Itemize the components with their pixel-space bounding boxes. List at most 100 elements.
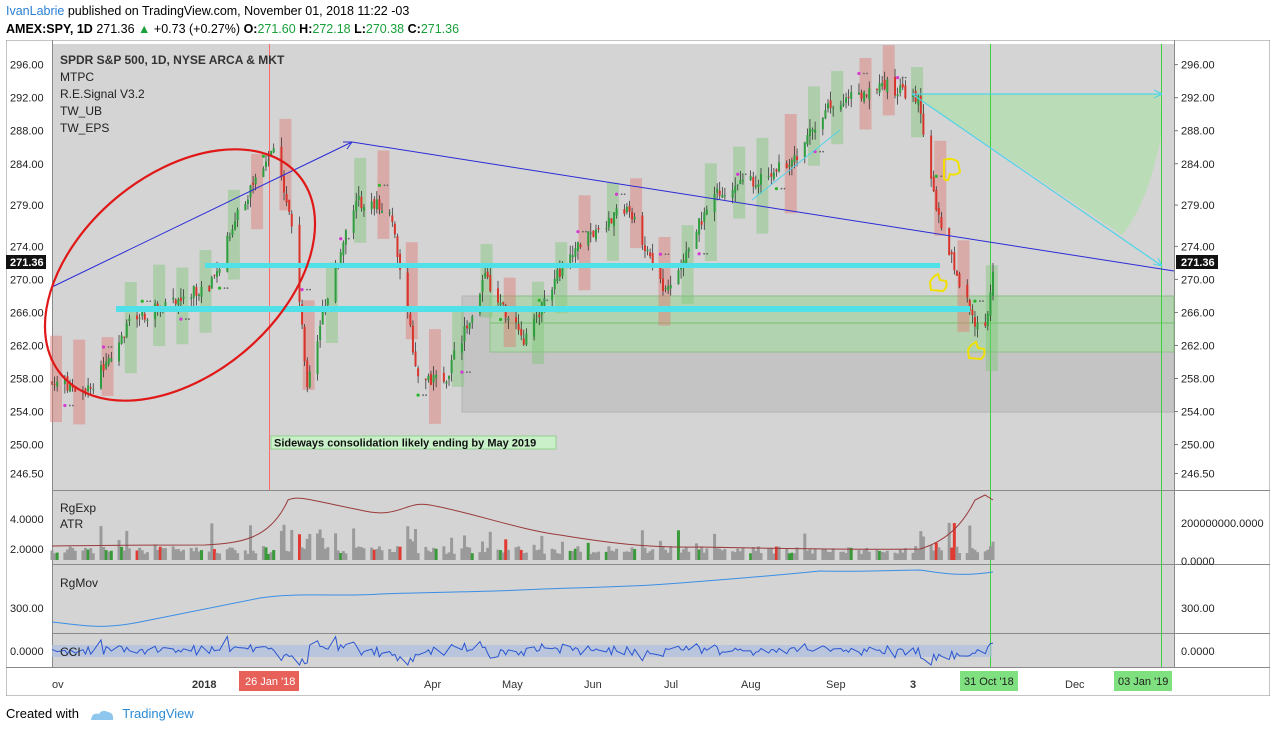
signal-box — [354, 157, 367, 243]
candle-body — [754, 185, 757, 188]
candle-body — [605, 228, 608, 230]
candle-body — [213, 274, 216, 276]
candle-body — [734, 186, 737, 193]
volume-bar — [841, 551, 845, 560]
volume-bar — [973, 549, 977, 560]
price-tick-left: 270.00 — [10, 274, 44, 286]
signal-box — [480, 244, 493, 318]
volume-bar — [434, 548, 438, 560]
volume-bar — [687, 551, 691, 560]
volume-bar — [496, 549, 500, 560]
candle-body — [589, 232, 592, 234]
volume-bar — [777, 546, 781, 560]
volume-bar — [300, 547, 304, 560]
volume-bar — [849, 547, 853, 560]
mov-pane-bg — [52, 565, 1174, 633]
volume-bar — [862, 549, 866, 560]
volume-bar — [81, 550, 85, 560]
chart-area[interactable]: Sideways consolidation likely ending by … — [6, 40, 1270, 696]
candle-body — [254, 177, 257, 185]
candle-body — [759, 173, 762, 185]
thumbs-up-icon — [966, 340, 986, 361]
candle-body — [752, 177, 755, 187]
candle-body — [409, 313, 412, 326]
volume-bar — [465, 546, 469, 560]
open-value: 271.60 — [257, 22, 296, 36]
legend-indicator: TW_EPS — [60, 121, 109, 135]
candle-body — [334, 267, 337, 302]
volume-bar — [63, 552, 67, 560]
mov-label: RgMov — [60, 576, 98, 590]
candle-body — [935, 190, 938, 211]
price-axis-right[interactable]: 246.50 250.00 254.00 258.00 262.00 266.00 270.… — [1174, 60, 1215, 481]
candle-body — [922, 113, 925, 135]
signal-box — [859, 58, 872, 130]
candle-body — [486, 271, 489, 277]
volume-bar — [813, 548, 817, 560]
candle-body — [453, 350, 456, 360]
candle-body — [948, 227, 951, 256]
volume-bar — [236, 553, 240, 560]
candle-body — [468, 322, 471, 329]
eps-dot — [217, 286, 222, 290]
symbol-name: AMEX:SPY, 1D — [6, 22, 93, 36]
volume-bar — [576, 546, 580, 560]
eps-dot — [706, 252, 708, 255]
price-tick-right: 292.00 — [1181, 93, 1215, 105]
eps-dot — [863, 72, 865, 75]
candle-body — [803, 142, 806, 158]
candle-body — [53, 384, 56, 386]
volume-bar — [522, 553, 526, 560]
candle-body — [971, 309, 974, 316]
price-tick-left: 284.00 — [10, 159, 44, 171]
eps-dot — [149, 300, 152, 303]
volume-bar — [991, 541, 995, 560]
volume-bar — [452, 553, 456, 560]
volume-bar — [535, 550, 539, 560]
publish-info: IvanLabrie published on TradingView.com,… — [6, 4, 409, 18]
eps-dot — [620, 193, 623, 196]
candle-body — [89, 387, 92, 389]
price-tick-left: 279.00 — [10, 200, 44, 212]
volume-bar — [627, 552, 631, 560]
price-axis-left[interactable]: 246.50 250.00 254.00 258.00 262.00 266.00 270.… — [10, 60, 44, 481]
volume-bar — [643, 547, 647, 560]
candle-body — [471, 316, 474, 323]
volume-bar — [230, 547, 234, 560]
eps-dot — [585, 230, 587, 233]
volume-bar — [411, 541, 415, 560]
volume-bar — [354, 547, 358, 560]
signal-box — [302, 300, 315, 390]
volume-bar — [829, 552, 833, 560]
volume-bar — [380, 550, 384, 560]
candle-body — [380, 210, 383, 213]
volume-bar — [517, 546, 521, 560]
volume-bar — [228, 547, 232, 560]
support-line-lower — [116, 306, 970, 312]
candle-body — [288, 199, 291, 212]
candle-body — [303, 326, 306, 362]
candle-body — [481, 280, 484, 293]
eps-dot — [507, 318, 510, 321]
volume-bar — [481, 541, 485, 560]
candle-body — [125, 323, 128, 338]
channel-line — [751, 129, 841, 201]
volume-bar — [952, 523, 956, 560]
eps-dot — [904, 76, 907, 79]
tradingview-link[interactable]: TradingView — [122, 706, 194, 721]
candle-body — [342, 242, 345, 256]
signal-box — [452, 306, 465, 387]
signal-box — [199, 249, 212, 333]
volume-bar — [805, 550, 809, 560]
volume-bar — [865, 547, 869, 560]
signal-box — [756, 137, 769, 234]
candle-body — [821, 118, 824, 130]
candle-body — [56, 381, 59, 387]
volume-bar — [741, 547, 745, 560]
eps-dot — [896, 76, 900, 80]
cci-label: CCI — [60, 645, 81, 659]
author-link[interactable]: IvanLabrie — [6, 4, 65, 18]
thumbs-up-icon — [928, 272, 948, 293]
candle-body — [917, 96, 920, 105]
candle-body — [703, 212, 706, 222]
